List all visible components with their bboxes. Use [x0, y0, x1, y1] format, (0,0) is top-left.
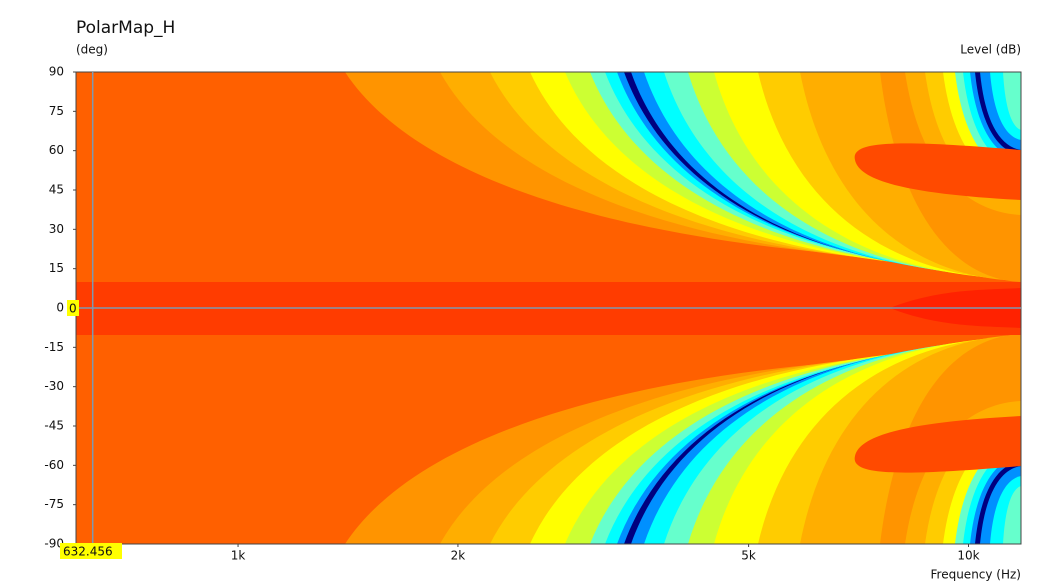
cursor-x-label: 632.456 [63, 545, 113, 559]
y-tick-label: -60 [44, 458, 64, 472]
y-tick-label: -30 [44, 379, 64, 393]
x-tick-label: 10k [957, 549, 979, 563]
contour-band [1003, 72, 1021, 130]
y-tick-label: 30 [49, 222, 64, 236]
cursor-y-label: 0 [69, 302, 77, 316]
y-tick-label: 0 [56, 301, 64, 315]
x-tick-label: 1k [231, 549, 246, 563]
y-tick-label: -15 [44, 340, 64, 354]
polar-map [76, 72, 1021, 544]
map-half [345, 72, 1021, 282]
y-tick-label: 60 [49, 143, 64, 157]
y-axis-label: (deg) [76, 43, 108, 57]
cursor-x-box [60, 543, 122, 559]
level-label: Level (dB) [960, 43, 1021, 57]
y-tick-label: -45 [44, 419, 64, 433]
x-tick-label: 2k [451, 549, 466, 563]
contour-band [1003, 486, 1021, 544]
y-tick-label: 15 [49, 261, 64, 275]
y-tick-label: -75 [44, 497, 64, 511]
y-tick-label: 45 [49, 183, 64, 197]
y-tick-label: 90 [49, 65, 64, 79]
contour-band [854, 416, 1021, 473]
chart-title: PolarMap_H [76, 18, 175, 38]
x-axis-label: Frequency (Hz) [931, 568, 1022, 582]
contour-band [854, 143, 1021, 200]
y-tick-label: -90 [44, 537, 64, 551]
y-tick-label: 75 [49, 104, 64, 118]
map-half [345, 334, 1021, 544]
x-tick-label: 5k [741, 549, 756, 563]
cursor-y-box [67, 300, 79, 316]
